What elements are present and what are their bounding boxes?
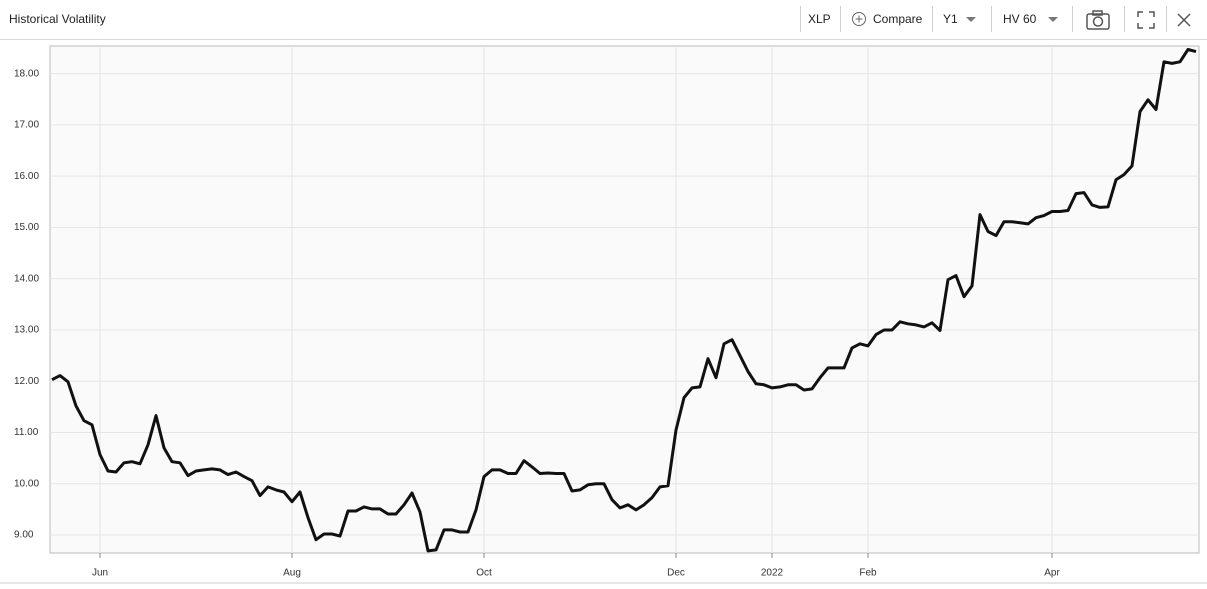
- separator: [1124, 6, 1125, 32]
- x-tick-label: Jun: [92, 568, 108, 579]
- chart-title: Historical Volatility: [9, 12, 106, 26]
- y-tick-label: 12.00: [14, 376, 39, 387]
- x-tick-label: Feb: [859, 568, 877, 579]
- data-line: [51, 48, 1197, 553]
- separator: [932, 6, 933, 32]
- x-tick-label: Oct: [476, 568, 492, 579]
- period-select[interactable]: Y1: [943, 12, 958, 26]
- separator: [1072, 6, 1073, 32]
- y-tick-label: 10.00: [14, 478, 39, 489]
- toolbar: Historical Volatility XLP Compare Y1 HV …: [0, 0, 1207, 40]
- close-icon[interactable]: [1176, 12, 1192, 28]
- x-tick-label: Dec: [667, 568, 685, 579]
- y-tick-label: 16.00: [14, 171, 39, 182]
- separator: [800, 6, 801, 32]
- y-tick-label: 17.00: [14, 120, 39, 131]
- compare-button[interactable]: Compare: [873, 12, 923, 26]
- y-tick-label: 18.00: [14, 68, 39, 79]
- y-tick-label: 15.00: [14, 222, 39, 233]
- camera-icon[interactable]: [1085, 9, 1111, 31]
- separator: [991, 6, 992, 32]
- fullscreen-icon[interactable]: [1137, 11, 1155, 29]
- x-tick-label: 2022: [761, 568, 784, 579]
- dropdown-arrow[interactable]: [1047, 16, 1059, 24]
- y-tick-label: 11.00: [14, 427, 39, 438]
- y-tick-label: 13.00: [14, 325, 39, 336]
- y-tick-label: 14.00: [14, 273, 39, 284]
- x-tick-label: Aug: [283, 568, 301, 579]
- y-tick-label: 9.00: [14, 530, 34, 541]
- compare-icon[interactable]: [851, 11, 867, 27]
- plot-area: [49, 45, 1200, 554]
- dropdown-arrow[interactable]: [965, 16, 977, 24]
- x-tick-label: Apr: [1044, 568, 1060, 579]
- separator: [840, 6, 841, 32]
- symbol-button[interactable]: XLP: [808, 12, 831, 26]
- separator: [1166, 6, 1167, 32]
- indicator-select[interactable]: HV 60: [1003, 12, 1037, 26]
